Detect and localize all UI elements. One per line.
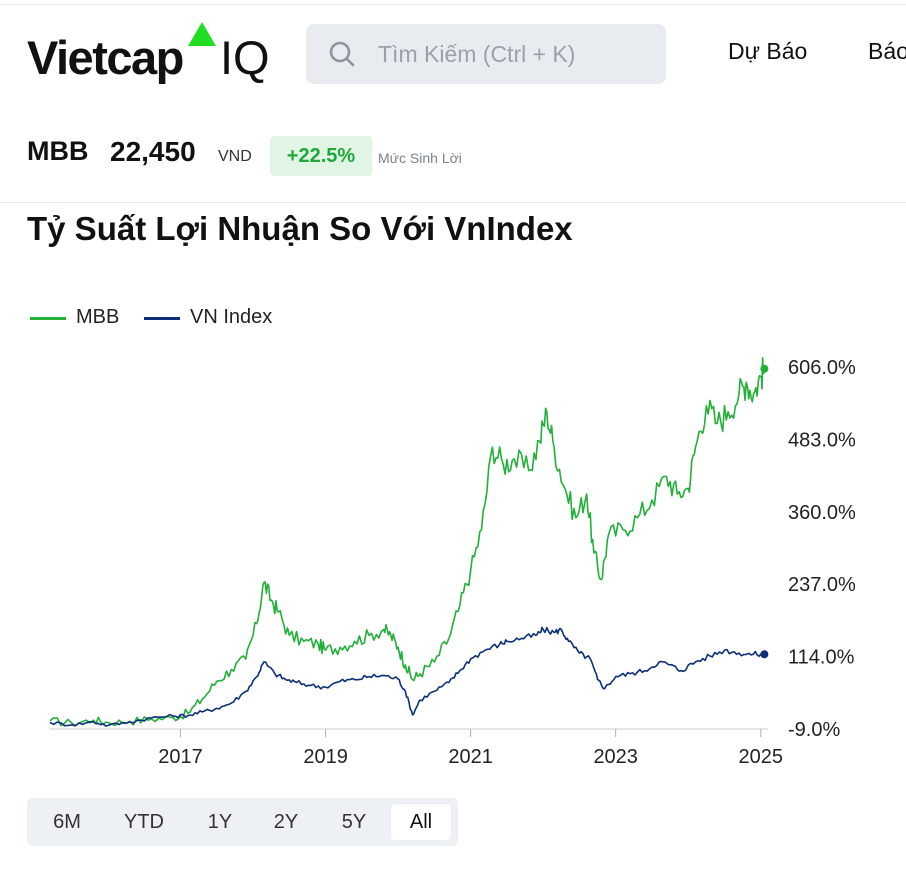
range-button-1y[interactable]: 1Y <box>207 811 233 833</box>
search-icon <box>329 41 355 67</box>
section-divider <box>0 202 906 203</box>
y-tick-label: 606.0% <box>788 357 856 379</box>
search-placeholder: Tìm Kiếm (Ctrl + K) <box>378 41 576 67</box>
vietcap-logo[interactable]: Vietcap IQ <box>27 22 270 86</box>
series-end-point-vn-index <box>760 650 769 659</box>
y-tick-label: 360.0% <box>788 502 856 524</box>
series-end-point-mbb <box>760 364 769 373</box>
legend-label-vn-index: VN Index <box>190 306 273 328</box>
price-unit: VND <box>218 148 252 165</box>
return-comparison-chart: 2017 2019 2021 2023 2025-9.0% 114.0% 237.0% 360… <box>49 357 856 768</box>
legend-swatch-mbb <box>30 317 66 320</box>
x-tick-label: 2019 <box>303 746 348 768</box>
legend-label-mbb: MBB <box>76 306 120 328</box>
legend-swatch-vn-index <box>144 317 180 320</box>
nav-item-du-bao[interactable]: Dự Báo <box>728 38 808 64</box>
x-tick-label: 2021 <box>448 746 493 768</box>
y-tick-label: -9.0% <box>788 719 840 741</box>
range-button-ytd[interactable]: YTD <box>124 811 164 833</box>
range-button-5y[interactable]: 5Y <box>341 811 367 833</box>
top-divider <box>0 4 906 5</box>
change-badge: +22.5% <box>270 136 372 176</box>
y-tick-label: 114.0% <box>788 647 855 669</box>
ticker-symbol: MBB <box>27 136 89 166</box>
range-button-6m[interactable]: 6M <box>53 811 81 833</box>
logo-triangle-icon <box>188 22 216 46</box>
range-selector: 6M YTD 1Y 2Y 5Y All <box>27 798 458 846</box>
nav-item-bao[interactable]: Báo <box>868 38 906 64</box>
logo-suffix: IQ <box>220 31 270 84</box>
y-tick-label: 483.0% <box>788 429 856 451</box>
search-box[interactable]: Tìm Kiếm (Ctrl + K) <box>306 24 666 84</box>
x-tick-label: 2017 <box>158 746 203 768</box>
range-button-2y[interactable]: 2Y <box>273 811 299 833</box>
x-tick-label: 2025 <box>738 746 783 768</box>
x-tick-label: 2023 <box>593 746 638 768</box>
logo-text: Vietcap <box>27 31 184 84</box>
series-line-vn-index <box>49 626 765 727</box>
range-button-all[interactable]: All <box>391 804 451 840</box>
series-line-mbb <box>49 357 766 727</box>
chart-title: Tỷ Suất Lợi Nhuận So Với VnIndex <box>27 210 573 247</box>
stock-price: 22,450 <box>110 136 196 167</box>
y-tick-label: 237.0% <box>788 574 856 596</box>
change-label: Mức Sinh Lời <box>378 150 462 166</box>
